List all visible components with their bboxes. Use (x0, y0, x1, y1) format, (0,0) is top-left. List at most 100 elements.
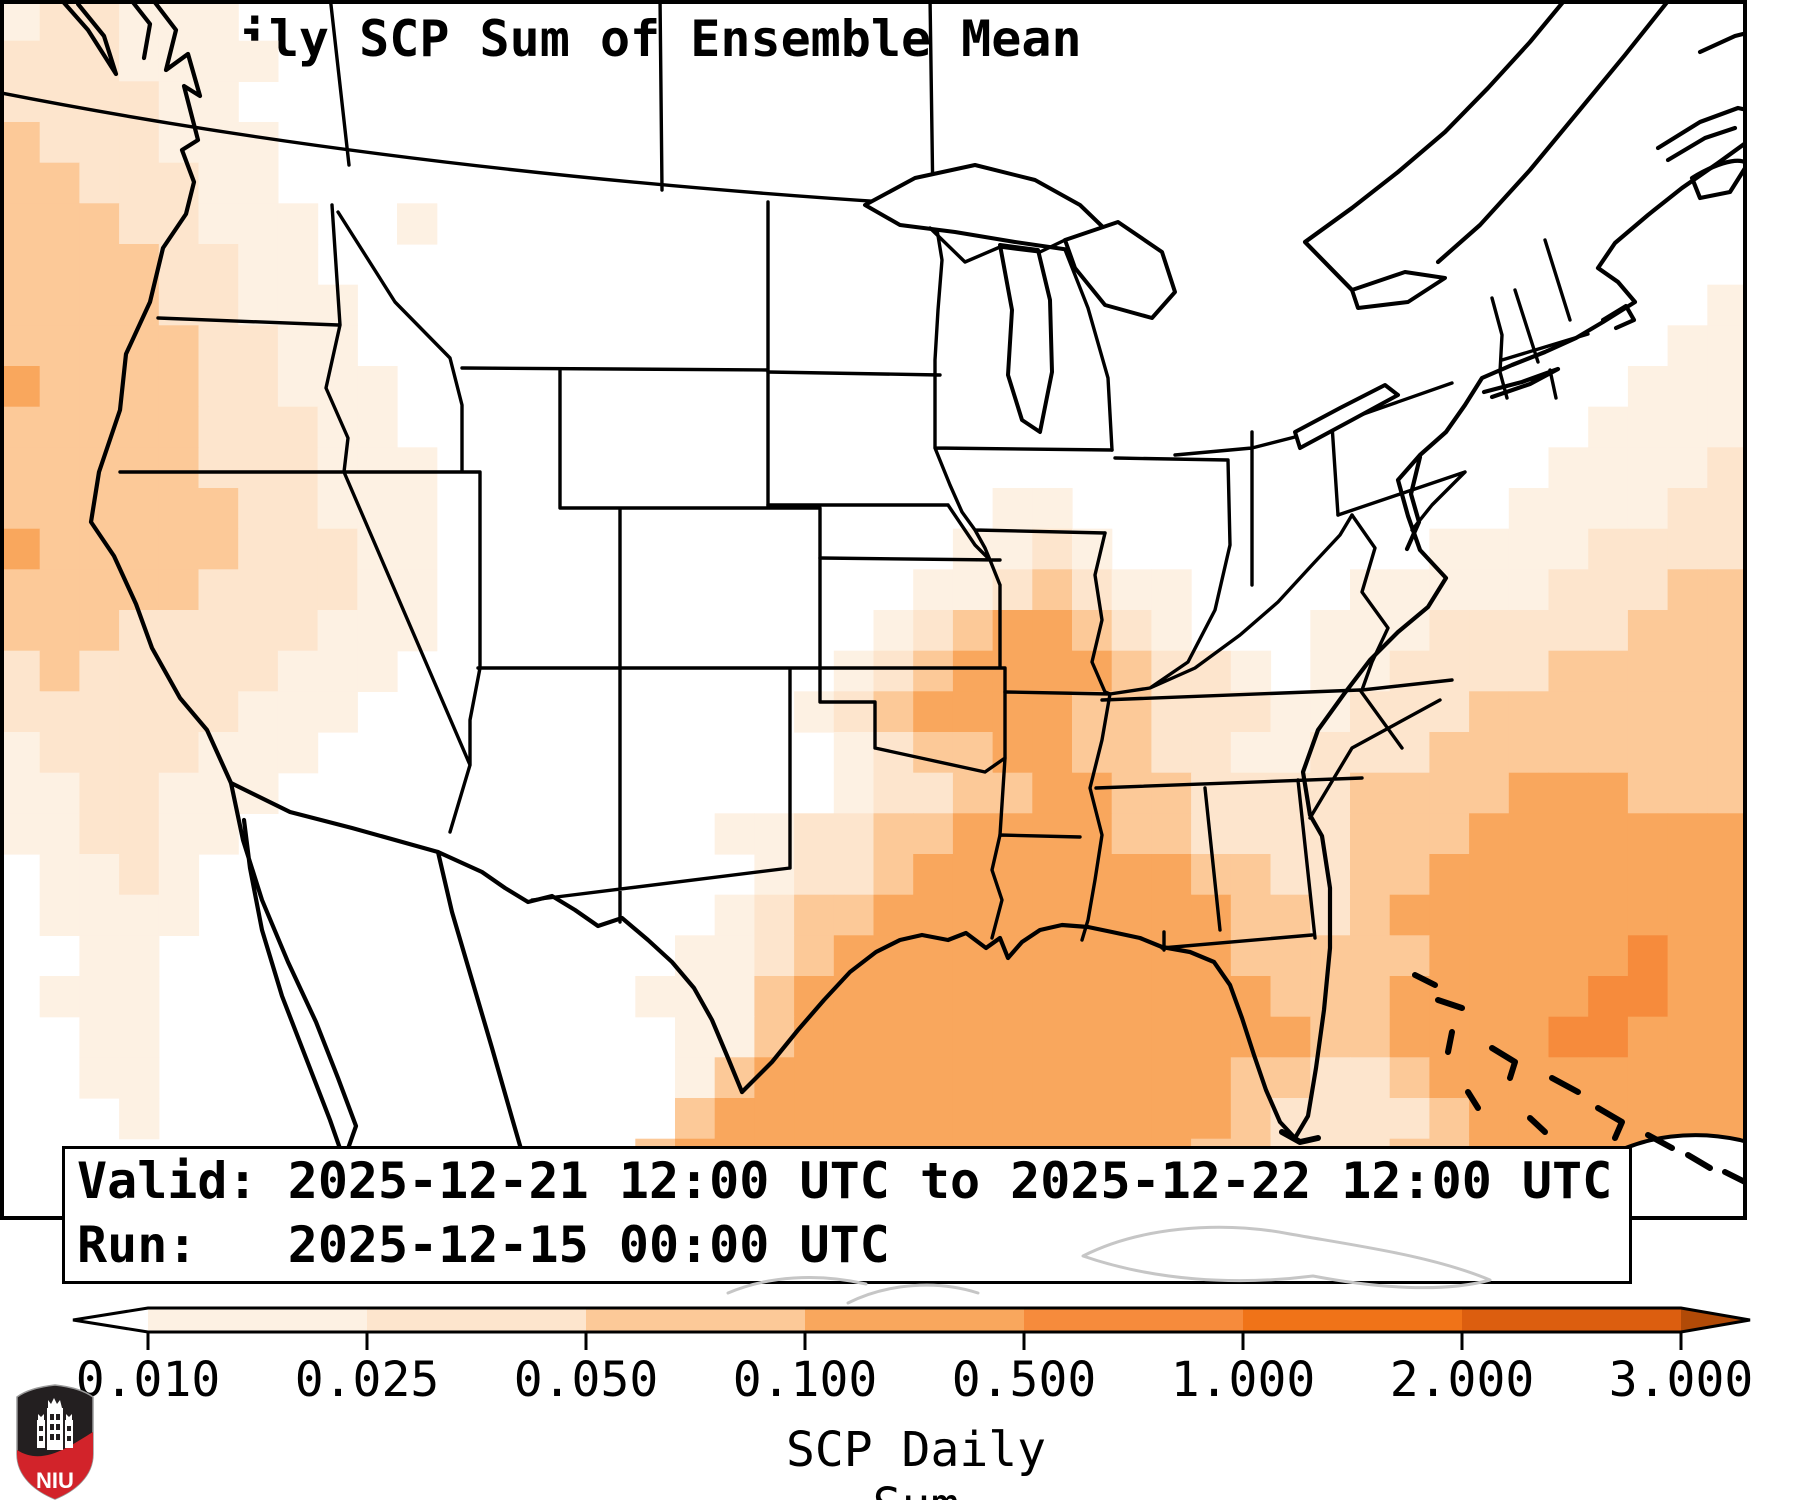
raster-cell (39, 122, 80, 164)
raster-cell (79, 325, 120, 367)
raster-cell (198, 244, 239, 286)
raster-cell (198, 203, 239, 245)
raster-cell (1270, 691, 1311, 733)
raster-cell (1627, 650, 1669, 692)
raster-cell (39, 40, 80, 82)
baja-california-coast (228, 780, 359, 1163)
raster-cell (1429, 691, 1470, 733)
raster-cell (1111, 732, 1152, 774)
raster-cell (1230, 813, 1272, 855)
raster-cell (119, 122, 160, 164)
raster-cell (0, 244, 41, 286)
raster-cell (158, 813, 200, 855)
raster-cell (1032, 772, 1073, 814)
raster-cell (1032, 976, 1073, 1018)
raster-cell (1151, 732, 1192, 774)
raster-cell (1667, 610, 1708, 652)
raster-cell (1111, 894, 1152, 936)
raster-cell (158, 488, 200, 530)
raster-cell (1508, 528, 1550, 570)
raster-cell (1072, 1057, 1113, 1099)
raster-cell (1230, 1057, 1272, 1099)
raster-cell (1588, 610, 1629, 652)
niu-red-band (17, 1432, 93, 1499)
run-time-text: Run: 2025-12-15 00:00 UTC (77, 1216, 890, 1274)
raster-cell (952, 772, 994, 814)
raster-cell (119, 772, 160, 814)
raster-cell (873, 1057, 914, 1099)
raster-cell (0, 406, 41, 448)
lake-michigan (998, 243, 1054, 434)
raster-cell (714, 813, 755, 855)
raster-cell (1151, 976, 1192, 1018)
raster-cell (913, 772, 954, 814)
raster-cell (238, 732, 279, 774)
raster-cell (873, 813, 914, 855)
raster-cell (754, 894, 795, 936)
raster-cell (1707, 406, 1747, 448)
raster-cell (1667, 894, 1708, 936)
raster-cell (1508, 732, 1550, 774)
raster-cell (1389, 691, 1430, 733)
raster-cell (1707, 813, 1747, 855)
raster-cell (39, 325, 80, 367)
raster-cell (1707, 284, 1747, 326)
raster-cell (39, 162, 80, 204)
upper-peninsula-line (928, 226, 1067, 264)
raster-cell (913, 1057, 954, 1099)
niu-logo-text: NIU (36, 1468, 74, 1493)
raster-cell (1151, 1016, 1192, 1058)
raster-cell (198, 813, 239, 855)
raster-cell (238, 162, 279, 204)
raster-cell (39, 976, 80, 1018)
colorbar-tick-label: 0.500 (951, 1352, 1097, 1408)
state-borders-south (990, 513, 1454, 952)
raster-cell (1310, 1098, 1351, 1140)
raster-cell (238, 203, 279, 245)
raster-cell (39, 813, 80, 855)
colorbar-tick-label: 0.100 (732, 1352, 878, 1408)
raster-cell (1032, 854, 1073, 896)
raster-cell (1707, 447, 1747, 489)
raster-cell (1707, 1016, 1747, 1058)
raster-cell (317, 488, 358, 530)
raster-cell (1627, 732, 1669, 774)
raster-cell (1627, 772, 1669, 814)
raster-cell (1508, 569, 1550, 611)
raster-cell (39, 366, 80, 408)
raster-cell (79, 935, 120, 977)
raster-cell (794, 854, 835, 896)
raster-cell (1627, 813, 1669, 855)
raster-cell (1588, 650, 1629, 692)
raster-cell (1548, 528, 1589, 570)
gulf-atlantic-coastline (739, 139, 1747, 1141)
raster-cell (1588, 447, 1629, 489)
raster-cell (79, 569, 120, 611)
raster-cell (238, 325, 279, 367)
raster-cell (1508, 488, 1550, 530)
raster-cell (79, 0, 120, 42)
raster-cell (1350, 1098, 1391, 1140)
raster-cell (873, 650, 914, 692)
raster-cell (913, 813, 954, 855)
raster-cell (1667, 528, 1708, 570)
raster-cell (198, 325, 239, 367)
raster-cell (1429, 528, 1470, 570)
raster-cell (1429, 894, 1470, 936)
raster-cell (1111, 610, 1152, 652)
raster-cell (198, 650, 239, 692)
raster-cell (277, 325, 319, 367)
raster-cell (1111, 650, 1152, 692)
raster-cell (1707, 691, 1747, 733)
raster-cell (833, 650, 875, 692)
raster-cell (39, 854, 80, 896)
colorbar-tick-label: 0.010 (75, 1352, 221, 1408)
raster-cell (0, 610, 41, 652)
raster-cell (1627, 488, 1669, 530)
raster-cell (1469, 976, 1510, 1018)
raster-cell (277, 447, 319, 489)
raster-cell (1588, 854, 1629, 896)
raster-cell (1032, 488, 1073, 530)
raster-cell (1191, 1016, 1232, 1058)
raster-cell (1627, 610, 1669, 652)
